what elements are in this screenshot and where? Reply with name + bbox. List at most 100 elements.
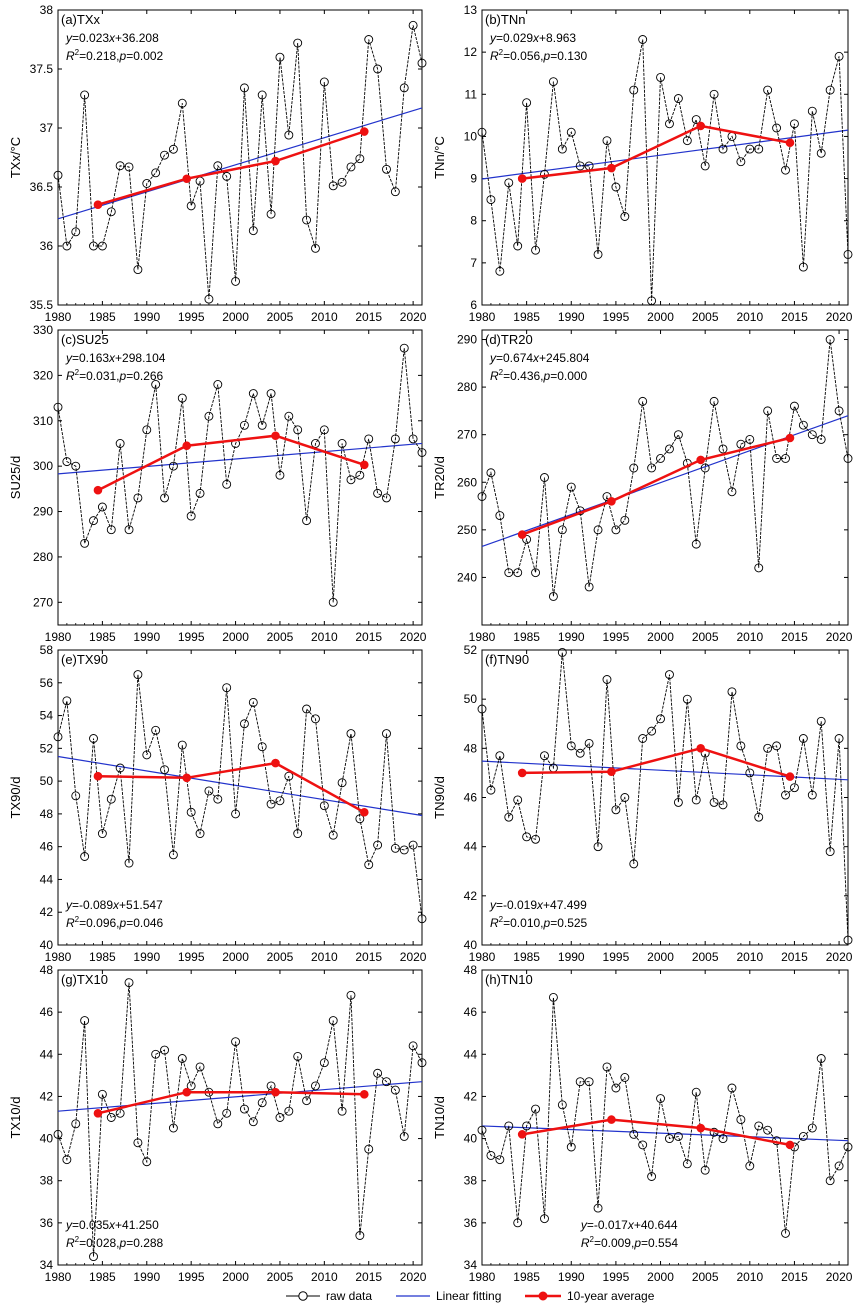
raw-data-point xyxy=(364,1144,374,1154)
decadal-average-point xyxy=(271,1087,280,1097)
y-tick-label: 36 xyxy=(40,239,54,253)
raw-data-point xyxy=(390,843,400,853)
y-axis-label: TXx/°C xyxy=(8,137,23,178)
raw-data-point xyxy=(548,992,558,1002)
raw-data-point xyxy=(142,425,152,435)
raw-data-point xyxy=(124,162,134,172)
raw-data-point xyxy=(399,1132,409,1141)
y-tick-label: 36 xyxy=(464,1216,478,1230)
raw-data-point xyxy=(239,1104,249,1114)
raw-data-point xyxy=(611,182,621,192)
decadal-average-point xyxy=(182,174,192,184)
raw-data-point xyxy=(328,181,338,191)
raw-data-point xyxy=(373,1068,383,1078)
chart-panel: 1980 1985 1990 1995 2000 2005 2010 2015 2020 270 2… xyxy=(8,323,427,644)
raw-data-point xyxy=(807,430,817,440)
raw-data-point xyxy=(248,389,258,398)
raw-data-point xyxy=(540,1214,549,1224)
decadal-average-point xyxy=(696,121,706,131)
raw-data-point xyxy=(691,115,701,125)
x-tick-label: 2020 xyxy=(400,950,427,964)
raw-data-point xyxy=(825,85,835,95)
raw-data-point xyxy=(106,207,116,217)
decadal-average-point xyxy=(785,138,795,148)
raw-data-point xyxy=(115,161,125,171)
raw-data-point xyxy=(231,1037,241,1047)
y-tick-label: 34 xyxy=(464,1258,478,1272)
raw-data-point xyxy=(593,1203,603,1213)
x-tick-label: 2005 xyxy=(692,1270,719,1284)
decadal-average-point xyxy=(607,496,616,506)
raw-data-point xyxy=(106,525,116,535)
y-tick-label: 46 xyxy=(40,1005,54,1019)
y-tick-label: 56 xyxy=(40,676,54,690)
raw-data-point xyxy=(71,1119,81,1129)
decadal-average-point xyxy=(359,127,369,136)
raw-data-point xyxy=(115,439,125,448)
y-tick-label: 9 xyxy=(470,172,477,186)
x-tick-label: 1985 xyxy=(89,950,116,964)
regression-stats: R2=0.010,p=0.525 xyxy=(490,915,588,930)
raw-data-point xyxy=(477,1125,487,1135)
regression-stats: R2=0.218,p=0.002 xyxy=(66,48,164,63)
x-tick-label: 2020 xyxy=(826,950,853,964)
raw-data-point xyxy=(222,171,232,181)
decadal-average-point xyxy=(93,1108,103,1118)
y-axis-label: TR20/d xyxy=(432,456,447,499)
raw-data-point xyxy=(124,858,134,868)
raw-data-line xyxy=(481,652,849,941)
x-tick-label: 2000 xyxy=(222,1270,249,1284)
raw-data-point xyxy=(620,793,630,802)
plot-frame xyxy=(57,969,423,1266)
raw-data-point xyxy=(355,814,365,824)
regression-stats: R2=0.009,p=0.554 xyxy=(581,1235,679,1250)
panel-title: (h)TN10 xyxy=(485,972,533,987)
raw-data-point xyxy=(266,389,276,398)
raw-data-point xyxy=(834,1161,844,1171)
y-tick-label: 38 xyxy=(40,1174,54,1188)
x-tick-label: 1980 xyxy=(469,1270,496,1284)
x-tick-label: 1990 xyxy=(133,950,160,964)
regression-stats: R2=0.056,p=0.130 xyxy=(490,48,588,63)
chart-panel: 1980 1985 1990 1995 2000 2005 2010 2015 2020 240 2… xyxy=(432,329,853,644)
raw-data-point xyxy=(382,729,391,739)
raw-data-point xyxy=(781,165,790,175)
y-axis-label: SU25/d xyxy=(8,456,23,499)
raw-data-point xyxy=(798,734,808,743)
raw-data-point xyxy=(486,785,496,795)
x-tick-label: 2015 xyxy=(355,630,382,644)
raw-data-point xyxy=(593,842,603,852)
x-tick-label: 1995 xyxy=(178,310,205,324)
raw-data-point xyxy=(80,90,90,100)
raw-data-point xyxy=(834,734,844,743)
decadal-average-point xyxy=(696,455,706,465)
raw-data-point xyxy=(204,786,214,796)
decadal-average-point xyxy=(93,200,103,209)
raw-data-point xyxy=(718,144,728,154)
x-tick-label: 2005 xyxy=(692,310,719,324)
x-tick-label: 1990 xyxy=(558,950,585,964)
raw-data-point xyxy=(718,800,728,810)
y-tick-label: 44 xyxy=(40,1047,54,1061)
y-tick-label: 40 xyxy=(464,938,478,952)
decadal-average-line xyxy=(97,130,365,206)
raw-data-point xyxy=(151,380,161,389)
raw-data-point xyxy=(504,1121,514,1131)
raw-data-point xyxy=(620,515,630,525)
linear-fit-line xyxy=(57,107,423,220)
raw-data-point xyxy=(477,492,487,501)
y-tick-label: 48 xyxy=(464,963,478,977)
raw-data-line xyxy=(481,997,849,1234)
raw-data-point xyxy=(513,1218,523,1228)
y-tick-label: 40 xyxy=(40,1132,54,1146)
raw-data-point xyxy=(328,830,338,840)
y-tick-label: 52 xyxy=(464,643,478,657)
plot-frame xyxy=(57,329,423,626)
raw-data-point xyxy=(257,1098,267,1108)
raw-data-point xyxy=(53,170,63,180)
raw-data-point xyxy=(816,148,826,158)
raw-data-point xyxy=(638,734,648,743)
y-tick-label: 52 xyxy=(40,741,54,755)
raw-data-point xyxy=(504,178,514,188)
raw-data-point xyxy=(566,1142,576,1152)
